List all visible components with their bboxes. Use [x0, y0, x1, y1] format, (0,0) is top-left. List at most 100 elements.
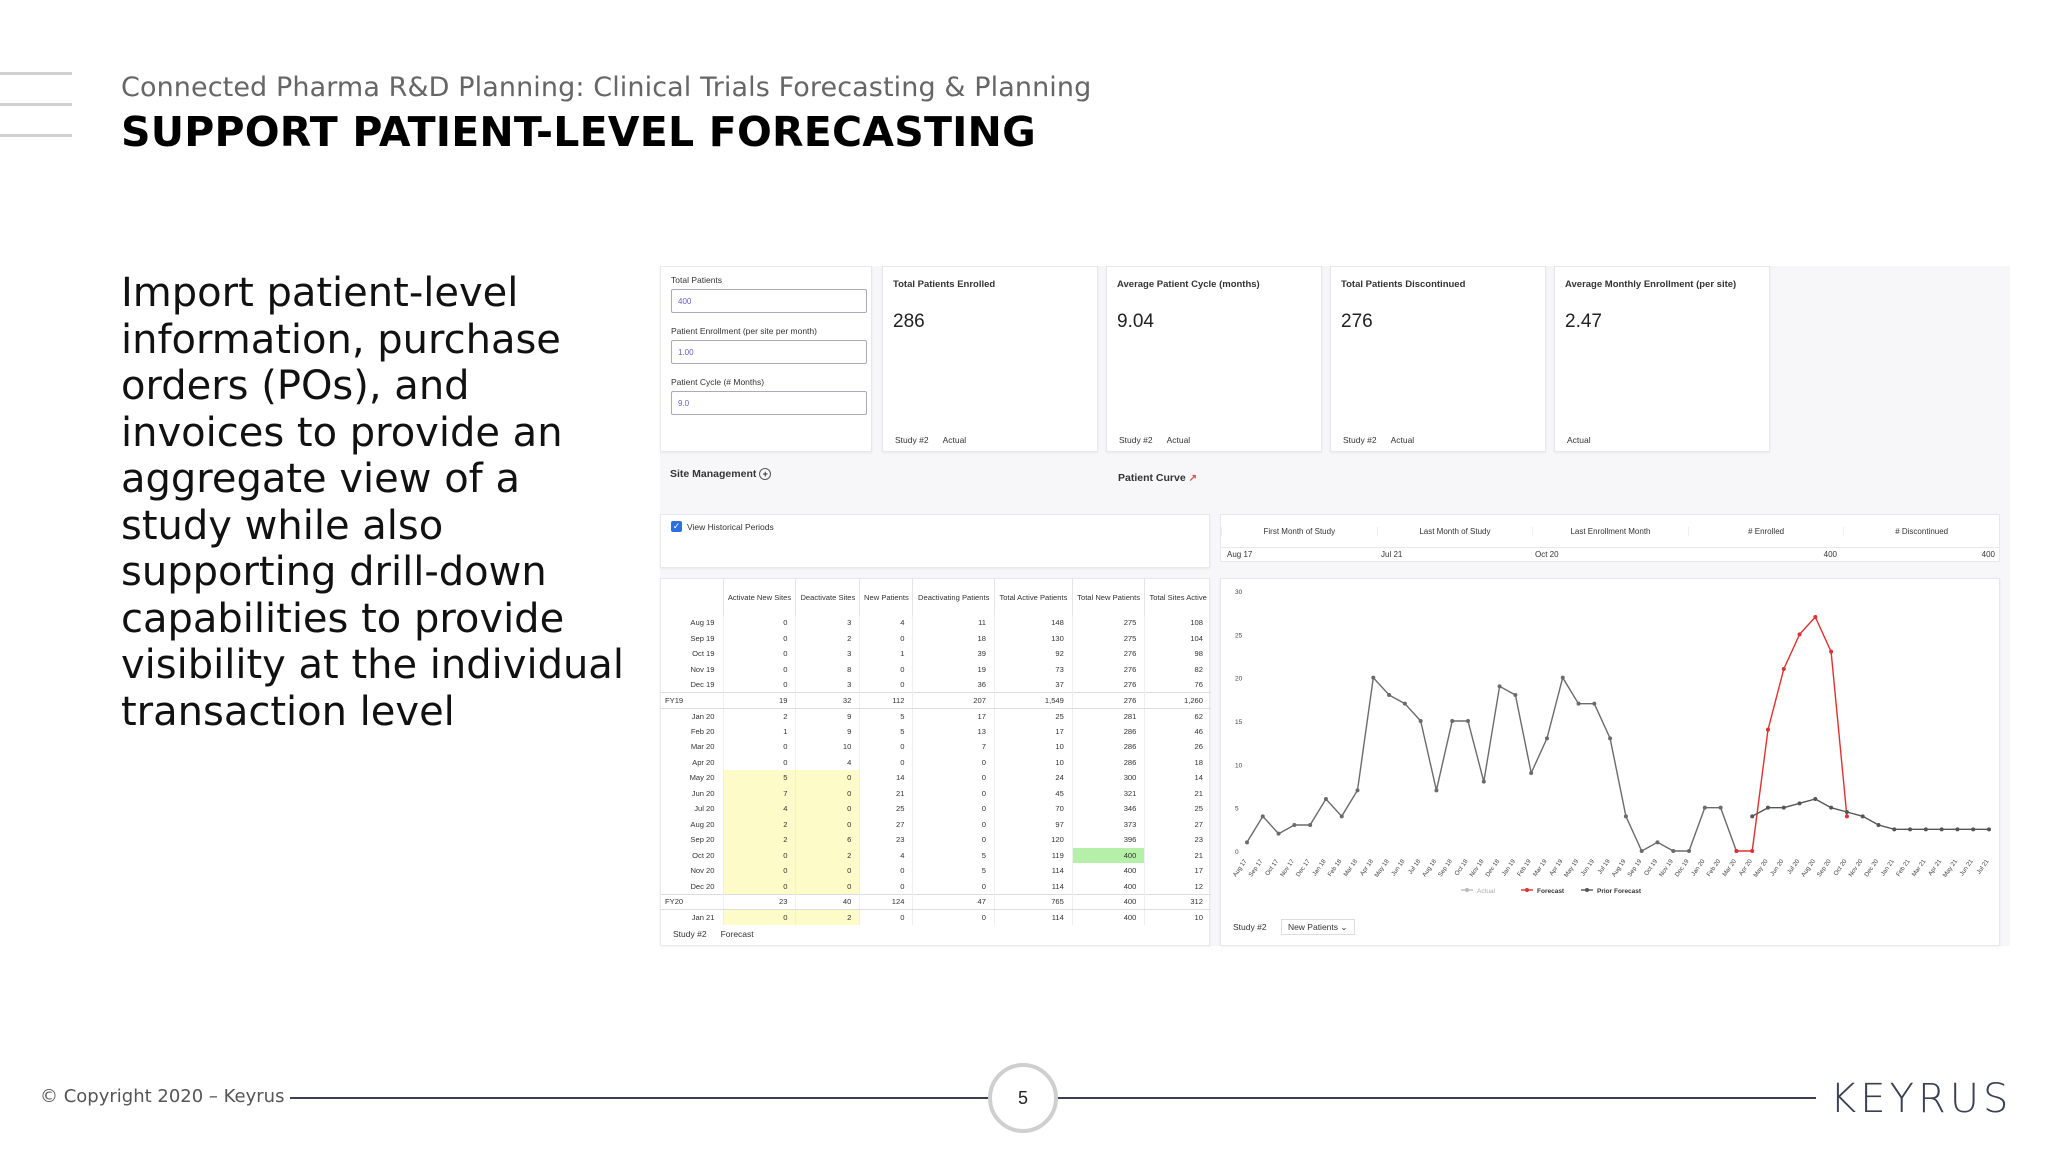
patient-curve-header: Patient Curve ↗ — [1118, 472, 1197, 484]
table-cell: 7 — [722, 785, 796, 801]
legend-label: Forecast — [1537, 888, 1565, 895]
site-management-table: Activate New Sites Deactivate Sites New Pa… — [661, 579, 1211, 925]
summary-cell: 400 — [1823, 550, 1837, 559]
table-row: Mar 20 0 10 0 7 10 286 26 — [661, 739, 1211, 755]
table-row-label: May 20 — [689, 773, 715, 783]
table-header-cell: Total Sites Active — [1144, 579, 1211, 615]
data-point — [1750, 849, 1755, 853]
data-point — [1765, 805, 1770, 810]
footer-line-right — [1056, 1097, 1816, 1099]
data-point — [1813, 797, 1818, 801]
data-point — [1576, 701, 1581, 706]
patient-cycle-input[interactable]: 9.0 — [671, 391, 867, 415]
table-cell: 0 — [795, 785, 860, 801]
table-header-cell: New Patients — [859, 579, 913, 615]
table-row: Jun 20 7 0 21 0 45 321 21 — [661, 785, 1211, 801]
table-cell: 0 — [722, 630, 796, 646]
site-table-card: Activate New Sites Deactivate Sites New Pa… — [660, 578, 1211, 946]
table-cell: 9 — [795, 723, 860, 739]
data-point — [1339, 814, 1344, 819]
data-point — [1655, 840, 1660, 845]
slide-subtitle: Connected Pharma R&D Planning: Clinical … — [121, 72, 1092, 103]
table-row-label: Apr 20 — [692, 757, 715, 767]
table-cell: 5 — [722, 770, 796, 786]
data-point — [1908, 827, 1913, 832]
table-cell: 0 — [912, 909, 995, 925]
table-cell: 5 — [859, 708, 913, 724]
table-cell: 21 — [1144, 785, 1211, 801]
kpi-card-cycle: Average Patient Cycle (months) 9.04 Stud… — [1106, 266, 1322, 452]
table-cell: 5 — [859, 723, 913, 739]
table-cell: 2 — [795, 630, 860, 646]
data-point — [1592, 701, 1597, 706]
table-cell: 346 — [1071, 801, 1145, 817]
table-cell: 21 — [1144, 847, 1211, 863]
y-tick-label: 10 — [1235, 762, 1243, 769]
table-cell: 5 — [912, 847, 995, 863]
x-tick-label: Jun 18 — [1390, 858, 1407, 878]
table-row-label: Nov 19 — [690, 664, 715, 674]
table-cell: 17 — [1144, 863, 1211, 879]
total-patients-input[interactable]: 400 — [671, 289, 867, 313]
view-historical-checkbox[interactable]: ✓ — [671, 521, 682, 532]
kpi-label: Average Patient Cycle (months) — [1117, 279, 1260, 290]
data-point — [1560, 675, 1565, 680]
table-cell: 7 — [912, 739, 995, 755]
data-point — [1671, 849, 1676, 853]
table-cell: 82 — [1144, 661, 1211, 677]
table-row-label: FY19 — [661, 692, 723, 709]
data-point — [1781, 805, 1786, 810]
table-cell: 27 — [1144, 816, 1211, 832]
data-point — [1892, 827, 1897, 832]
data-point — [1813, 615, 1818, 619]
table-row: May 20 5 0 14 0 24 300 14 — [661, 770, 1211, 786]
kpi-foot: Study #2 Actual — [895, 435, 967, 445]
table-row: Jan 21 0 2 0 0 114 400 10 — [661, 909, 1211, 925]
table-row-label: Sep 19 — [690, 633, 715, 643]
table-cell: 70 — [993, 801, 1073, 817]
view-historical-card: ✓ View Historical Periods — [660, 514, 1210, 568]
patient-enrollment-label: Patient Enrollment (per site per month) — [671, 326, 817, 336]
legend-label: Prior Forecast — [1597, 888, 1642, 895]
x-tick-label: Mar 20 — [1721, 858, 1738, 878]
table-cell: 0 — [722, 754, 796, 770]
table-cell: 0 — [912, 878, 995, 894]
table-cell: 0 — [859, 630, 913, 646]
y-tick-label: 30 — [1235, 589, 1243, 596]
x-tick-label: Nov 19 — [1658, 858, 1675, 879]
data-point — [1513, 693, 1518, 697]
data-point — [1844, 810, 1849, 814]
table-cell: 276 — [1071, 661, 1145, 677]
table-row-label: Mar 20 — [690, 742, 715, 752]
x-tick-label: Sep 20 — [1816, 858, 1833, 879]
table-cell: 275 — [1071, 615, 1145, 631]
table-cell: 3 — [795, 615, 860, 631]
series-line — [1751, 798, 1989, 830]
plus-circle-icon[interactable]: + — [759, 468, 772, 480]
table-cell: 124 — [859, 893, 913, 910]
table-cell: 13 — [912, 723, 995, 739]
table-row: FY20 23 40 124 47 765 400 312 — [661, 893, 1211, 910]
data-point — [1639, 849, 1644, 853]
table-row-label: Sep 20 — [690, 835, 715, 845]
x-tick-label: Feb 19 — [1516, 858, 1533, 878]
table-cell: 46 — [1144, 723, 1211, 739]
patient-enrollment-input[interactable]: 1.00 — [671, 340, 867, 364]
table-cell: 0 — [795, 878, 860, 894]
y-tick-label: 15 — [1235, 719, 1243, 726]
table-cell: 11 — [912, 615, 995, 631]
data-point — [1829, 649, 1834, 654]
table-header-cell: Deactivate Sites — [795, 579, 860, 615]
series-selector[interactable]: New Patients ⌄ — [1280, 919, 1355, 935]
table-row-label: Aug 19 — [690, 618, 715, 628]
table-cell: 76 — [1144, 677, 1211, 693]
kpi-card-enrolled: Total Patients Enrolled 286 Study #2 Actu… — [882, 266, 1098, 452]
table-cell: 5 — [912, 863, 995, 879]
table-cell: 0 — [859, 909, 913, 925]
table-cell: 300 — [1071, 770, 1145, 786]
data-point — [1497, 684, 1502, 689]
data-point — [1718, 805, 1723, 810]
legend-label: Actual — [1477, 888, 1496, 895]
table-cell: 114 — [993, 863, 1073, 879]
table-cell: 0 — [859, 739, 913, 755]
